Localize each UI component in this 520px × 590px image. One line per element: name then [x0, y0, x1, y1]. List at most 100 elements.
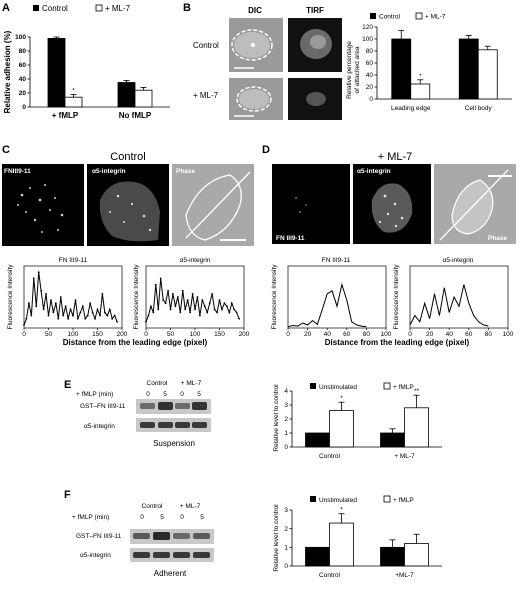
data-point — [206, 311, 209, 314]
bar — [477, 49, 498, 100]
channel-label-phase: Phase — [488, 235, 508, 242]
lane-label: 0 — [140, 514, 144, 521]
data-point — [69, 308, 72, 311]
data-point — [23, 324, 25, 326]
data-point — [50, 299, 52, 301]
bar — [410, 83, 431, 100]
bar — [64, 96, 83, 108]
x-tick-label: 50 — [167, 331, 175, 338]
panel-title: Control — [110, 151, 145, 163]
x-tick-label: 200 — [239, 331, 250, 338]
data-point — [89, 302, 92, 305]
y-tick-label: 1 — [284, 545, 288, 552]
y-tick-label: 80 — [19, 48, 27, 55]
data-point — [54, 302, 57, 305]
x-tick-label: 0 — [286, 331, 290, 338]
data-point — [167, 289, 169, 292]
significance-star: * — [340, 395, 343, 402]
data-point — [145, 320, 147, 323]
y-axis-label-line-2: of attached area — [354, 46, 361, 93]
bar — [391, 38, 412, 100]
plot-frame — [145, 265, 245, 329]
legend-label-ml7: + ML-7 — [105, 4, 131, 13]
y-axis-label-d1: Fluorescence Intensity — [271, 264, 278, 330]
plot-b: 0 20 40 60 80 100 120 Leading edge Cell body * — [362, 24, 512, 112]
legend-swatch-fmlp — [383, 382, 391, 390]
blot-row-label-integrin: α5-integrin — [84, 423, 115, 430]
data-point — [184, 308, 187, 311]
bar — [305, 432, 330, 448]
data-point — [30, 314, 33, 317]
x-tick-label: 0 — [22, 331, 26, 338]
data-point — [221, 308, 223, 311]
lane-label: 5 — [200, 514, 204, 521]
data-point — [191, 293, 194, 295]
western-blot-fn — [136, 399, 211, 414]
data-point — [199, 314, 201, 317]
y-tick-label: 100 — [15, 34, 26, 41]
x-tick-label: 150 — [92, 331, 103, 338]
data-point — [37, 271, 40, 274]
x-tick-label: 80 — [363, 331, 371, 338]
western-blot-fn — [130, 529, 214, 544]
blot-header-ml7: + ML-7 — [180, 503, 201, 510]
x-tick-label: 100 — [381, 331, 392, 338]
x-tick-label: 100 — [68, 331, 79, 338]
y-axis-label: Relative level to control — [273, 384, 280, 452]
data-point — [64, 305, 67, 308]
data-point — [108, 308, 111, 311]
data-point — [113, 314, 116, 317]
y-tick-label: 40 — [19, 76, 27, 83]
legend-swatch-ml7 — [95, 4, 103, 12]
legend-swatch-control — [33, 5, 39, 11]
condition-label: Suspension — [153, 439, 195, 448]
y-axis-label: Relative adhesion (%) — [3, 30, 12, 113]
channel-label-fn: FNIII9-11 — [4, 168, 31, 175]
data-point — [79, 311, 82, 314]
data-point — [57, 317, 60, 320]
row-label-control: Control — [193, 41, 219, 50]
y-tick-label: 100 — [362, 36, 373, 43]
y-tick-label: 0 — [22, 104, 26, 111]
x-axis-label-d: Distance from the leading edge (pixel) — [325, 338, 470, 347]
data-point — [47, 314, 50, 317]
legend-label-unstimulated: Unstimulated — [319, 384, 357, 391]
column-label-dic: DIC — [248, 6, 262, 15]
y-tick-label: 20 — [366, 84, 374, 91]
data-point — [233, 308, 236, 311]
data-point — [225, 305, 228, 308]
data-point — [111, 317, 114, 320]
y-axis-label-c1: Fluorescence Intensity — [7, 264, 14, 330]
x-tick-label: 200 — [117, 331, 128, 338]
legend-label-fmlp: + fMLP — [393, 384, 414, 391]
channel-label-phase: Phase — [176, 168, 196, 175]
y-tick-label: 80 — [366, 48, 374, 55]
bar — [404, 543, 429, 567]
bar — [458, 38, 479, 100]
blot-row-label-fn: GST–FN III9-11 — [80, 403, 126, 410]
image-tirf-control — [288, 18, 342, 72]
plot-c-integrin: 0 50 100 150 200 — [144, 265, 250, 338]
lane-label: 5 — [163, 391, 167, 398]
bar — [329, 410, 354, 448]
image-phase-control: Phase — [172, 164, 254, 246]
y-axis-label: Relative level to control — [273, 504, 280, 572]
bar — [47, 38, 66, 108]
legend-label-fmlp: + fMLP — [393, 497, 414, 504]
category-label: Control — [319, 572, 341, 579]
plot-title-fn: FN III9-11 — [59, 257, 88, 264]
data-point — [216, 311, 218, 314]
panel-letter-f: F — [64, 489, 71, 501]
category-label: Leading edge — [391, 105, 431, 112]
data-point — [52, 311, 55, 314]
x-tick-label: 80 — [485, 331, 493, 338]
panel-letter-c: C — [2, 144, 10, 156]
panel-letter-a: A — [2, 2, 10, 14]
data-point — [154, 283, 157, 286]
data-point — [196, 296, 199, 298]
channel-label-integrin: α5-integrin — [92, 168, 126, 175]
data-point — [169, 308, 172, 311]
image-dic-control — [229, 18, 283, 72]
western-blot-integrin — [130, 548, 214, 562]
